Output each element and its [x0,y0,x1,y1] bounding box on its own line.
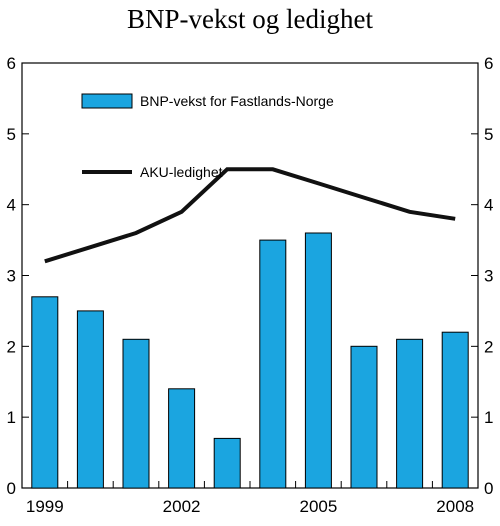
y-right-tick-label: 6 [484,54,493,73]
y-right-tick-label: 3 [484,267,493,286]
y-left-tick-label: 3 [7,267,16,286]
bar-2008 [441,331,469,489]
y-right-tick-label: 2 [484,337,493,356]
bar-1999 [31,296,59,489]
y-left-tick-label: 5 [7,125,16,144]
legend-label-bnp: BNP-vekst for Fastlands-Norge [140,93,334,109]
y-right-tick-label: 5 [484,125,493,144]
bar-2007 [396,338,424,489]
legend-label-aku: AKU-ledighet [140,164,223,180]
bar-series [31,232,469,489]
legend-swatch-bnp [81,93,133,109]
legend: BNP-vekst for Fastlands-Norge AKU-ledigh… [81,93,334,180]
bar-2001 [122,338,150,489]
y-right-tick-label: 0 [484,479,493,498]
line-series [44,167,456,264]
chart-title: BNP-vekst og ledighet [127,4,373,34]
y-axis-left: 0 1 2 3 4 5 6 [7,54,29,498]
y-left-tick-label: 0 [7,479,16,498]
y-left-tick-label: 1 [7,408,16,427]
bar-2004 [259,239,287,489]
bar-2006 [350,345,378,489]
x-tick-label-1999: 1999 [26,497,64,516]
bar-2002 [168,388,196,489]
y-right-tick-label: 1 [484,408,493,427]
bar-2005 [304,232,332,489]
y-left-tick-label: 4 [7,196,16,215]
x-axis: 1999 2002 2005 2008 [21,481,479,516]
x-tick-label-2005: 2005 [299,497,337,516]
x-tick-label-2002: 2002 [163,497,201,516]
line-aku-ledighet [44,167,456,264]
y-left-tick-label: 2 [7,337,16,356]
bar-2003 [213,437,241,489]
x-tick-label-2008: 2008 [436,497,474,516]
y-right-tick-label: 4 [484,196,493,215]
y-axis-right: 0 1 2 3 4 5 6 [471,54,493,498]
y-left-tick-label: 6 [7,54,16,73]
bar-2000 [76,310,104,489]
